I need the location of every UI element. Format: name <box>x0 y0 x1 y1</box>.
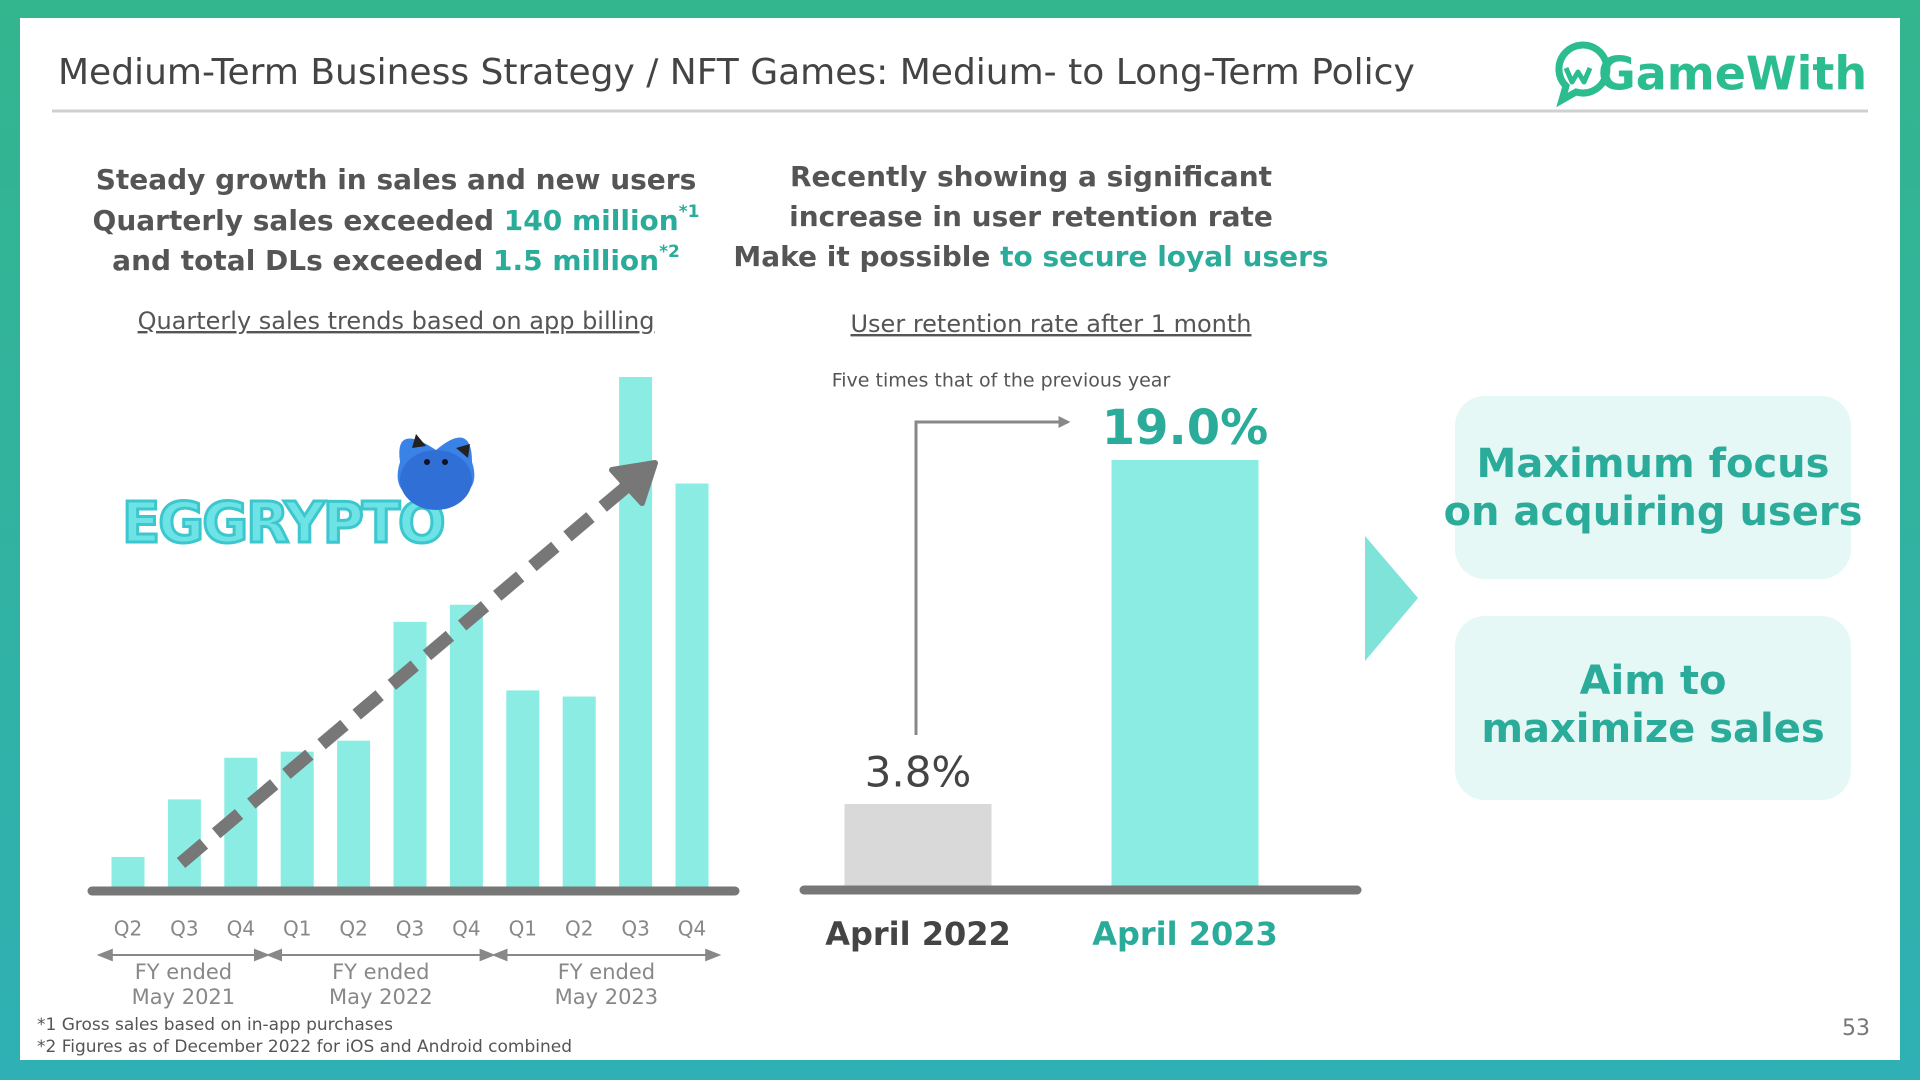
text-line: maximize sales <box>1481 706 1824 752</box>
x-tick-label: Q3 <box>170 917 198 941</box>
footnote-ref: *2 <box>659 242 680 262</box>
annotation: Five times that of the previous year <box>832 370 1171 392</box>
flow-arrow <box>1365 536 1418 661</box>
group-label: FY ended May 2021 <box>132 960 236 1009</box>
logo-text: GameWith <box>1598 47 1867 101</box>
x-tick-label: Q2 <box>114 917 142 941</box>
text-line: May 2022 <box>329 985 433 1009</box>
comparison-arrow <box>914 416 1071 735</box>
headline-line: Recently showing a significant <box>790 160 1272 193</box>
x-tick-label: Q4 <box>227 917 255 941</box>
callout-box <box>1455 616 1851 800</box>
text-line: Aim to <box>1580 658 1727 704</box>
bar <box>449 604 483 890</box>
x-tick-label: Q2 <box>339 917 367 941</box>
text-line: on acquiring users <box>1444 489 1863 535</box>
headline-text: and total DLs exceeded <box>112 244 493 277</box>
bar <box>111 856 145 890</box>
group-label: FY ended May 2023 <box>555 960 659 1009</box>
headline-line: Steady growth in sales and new users <box>96 163 697 196</box>
bar <box>619 377 653 890</box>
footnote: *2 Figures as of December 2022 for iOS a… <box>37 1037 572 1057</box>
headline-highlight: to secure loyal users <box>1000 240 1329 273</box>
bar <box>337 740 371 890</box>
value-label: 19.0% <box>1102 400 1269 456</box>
headline-highlight: 1.5 million <box>493 244 659 277</box>
text-line: Maximum focus <box>1477 441 1830 487</box>
x-tick-label: Q3 <box>621 917 649 941</box>
headline-line: Quarterly sales exceeded 140 million*1 <box>93 202 700 237</box>
x-tick-label: April 2023 <box>1092 915 1278 953</box>
bar <box>675 483 709 890</box>
trend-arrowhead <box>609 460 658 506</box>
bar <box>506 690 540 890</box>
chart-title: Quarterly sales trends based on app bill… <box>138 307 655 335</box>
slide-title: Medium-Term Business Strategy / NFT Game… <box>58 52 1415 93</box>
bar <box>562 696 596 890</box>
bar <box>280 751 314 890</box>
text-line: FY ended <box>558 960 655 984</box>
x-tick-label: Q1 <box>509 917 537 941</box>
headline-line: increase in user retention rate <box>789 200 1273 233</box>
page-number: 53 <box>1842 1016 1870 1041</box>
group-label: FY ended May 2022 <box>329 960 433 1009</box>
game-logo: EGGRYPTO <box>122 491 444 556</box>
x-tick-label: Q1 <box>283 917 311 941</box>
value-label: 3.8% <box>865 748 972 797</box>
footnote-ref: *1 <box>679 202 700 222</box>
x-tick-label: April 2022 <box>825 915 1011 953</box>
text-line: FY ended <box>135 960 232 984</box>
headline-text: Make it possible <box>733 240 1000 273</box>
footnote: *1 Gross sales based on in-app purchases <box>37 1015 393 1035</box>
text-line: FY ended <box>332 960 429 984</box>
x-tick-label: Q4 <box>678 917 706 941</box>
headline-text: Quarterly sales exceeded <box>93 204 504 237</box>
callout-text: Aim to maximize sales <box>1481 658 1824 752</box>
bar <box>1111 460 1259 890</box>
bar <box>844 804 992 890</box>
x-tick-label: Q2 <box>565 917 593 941</box>
callout-text: Maximum focus on acquiring users <box>1444 441 1863 535</box>
trend-arrow <box>176 466 650 868</box>
headline-highlight: 140 million <box>504 204 679 237</box>
callout-box <box>1455 396 1851 579</box>
mascot <box>397 434 475 510</box>
headline-line: and total DLs exceeded 1.5 million*2 <box>112 242 680 277</box>
headline-line: Make it possible to secure loyal users <box>733 240 1328 273</box>
x-tick-label: Q4 <box>452 917 480 941</box>
x-tick-label: Q3 <box>396 917 424 941</box>
text-line: May 2021 <box>132 985 236 1009</box>
logo-icon <box>1555 41 1611 108</box>
text-line: May 2023 <box>555 985 659 1009</box>
chart-title: User retention rate after 1 month <box>850 310 1251 338</box>
